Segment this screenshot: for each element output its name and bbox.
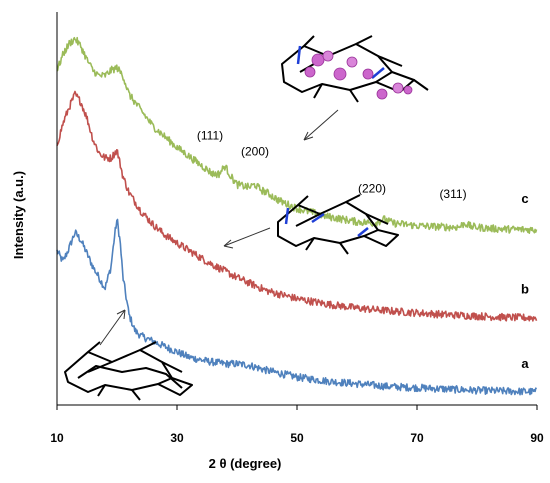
x-axis-title: 2 θ (degree) xyxy=(209,456,282,471)
plot-area xyxy=(56,36,538,396)
x-tick-label: 10 xyxy=(50,431,64,445)
peak-labels: (111) (200) (220) (311) xyxy=(197,128,467,200)
series-labels: a b c xyxy=(521,191,529,371)
nanoparticle-sphere-icon xyxy=(304,50,413,100)
peak-label: (200) xyxy=(241,144,269,158)
series-line-c xyxy=(56,36,538,234)
peak-label: (220) xyxy=(358,182,386,196)
x-ticks: 10 30 50 70 90 xyxy=(50,405,544,445)
pointer-arrowhead-a xyxy=(116,309,126,320)
series-line-a xyxy=(56,218,538,396)
pointer-arrow-a xyxy=(99,309,126,346)
pointer-arrowhead-b xyxy=(223,239,234,249)
series-label: b xyxy=(521,281,529,296)
peak-label: (311) xyxy=(439,187,466,201)
x-tick-label: 30 xyxy=(170,431,184,445)
x-tick-label: 70 xyxy=(410,431,424,445)
x-tick-label: 50 xyxy=(290,431,304,445)
pointer-arrow-b xyxy=(223,227,271,247)
pointer-arrowhead-c xyxy=(303,131,314,141)
x-tick-label: 90 xyxy=(530,431,544,445)
framework-linked-icon xyxy=(277,194,399,255)
pointer-arrow-c xyxy=(303,109,339,141)
framework-structure-icon xyxy=(64,341,193,401)
series-label: a xyxy=(521,356,529,371)
series-line-b xyxy=(56,90,538,322)
y-axis-title: Intensity (a.u.) xyxy=(11,171,26,259)
series-label: c xyxy=(521,191,528,206)
peak-label: (111) xyxy=(197,128,223,142)
